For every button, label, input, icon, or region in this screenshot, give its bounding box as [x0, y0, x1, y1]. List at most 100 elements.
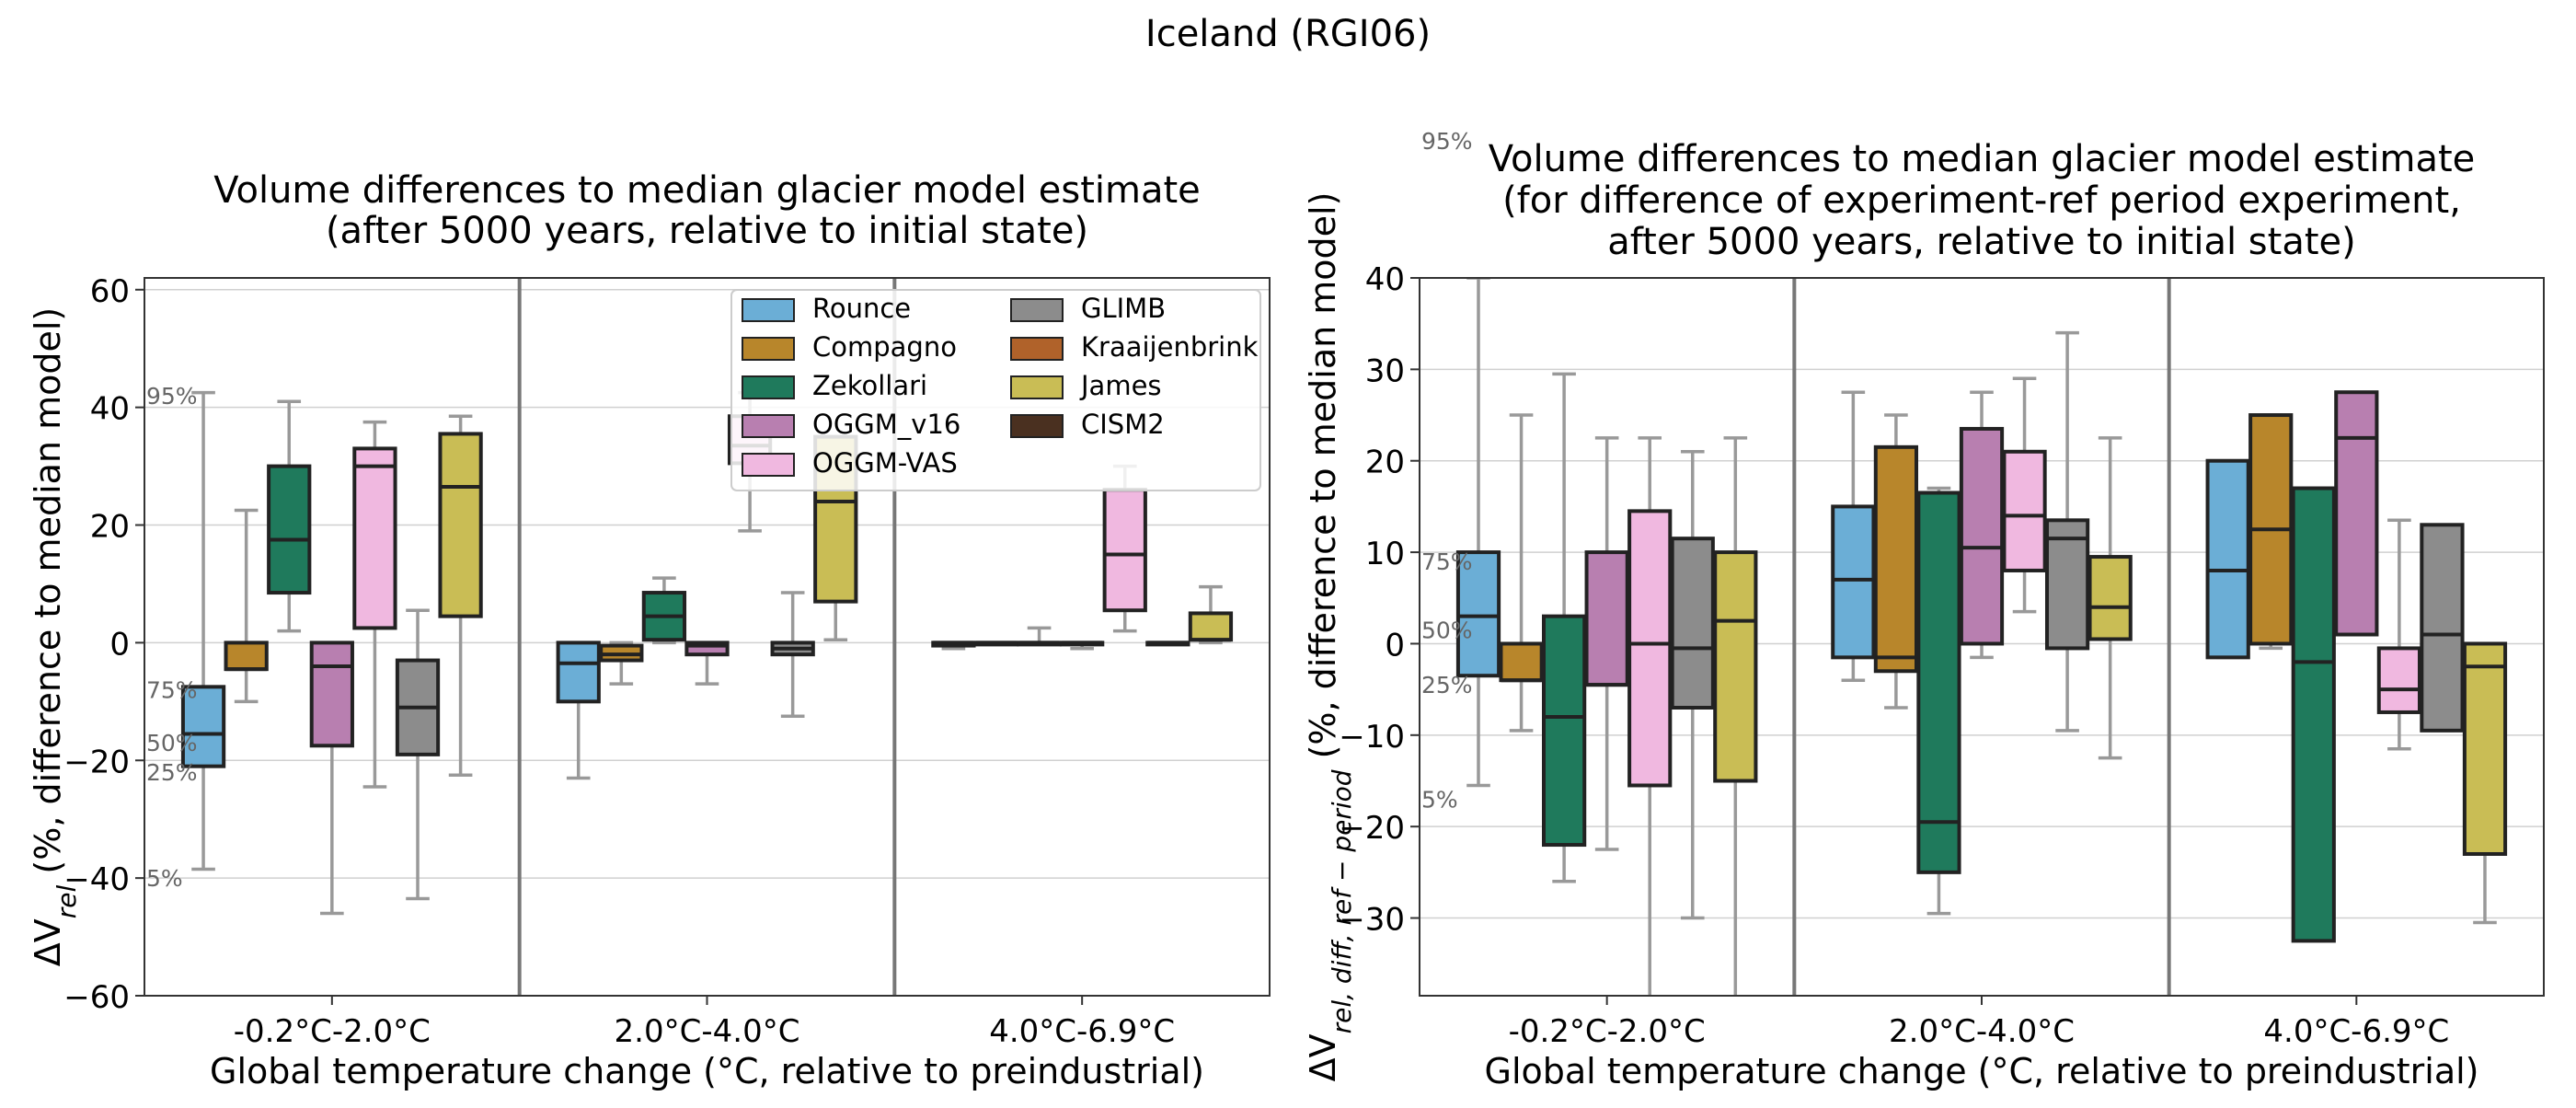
legend-swatch — [742, 453, 795, 477]
box-zekollari — [267, 399, 312, 633]
box-iqr — [1455, 550, 1501, 678]
box-glimb — [1670, 450, 1715, 920]
y-tick-label: 40 — [90, 391, 130, 428]
box-iqr — [438, 432, 483, 618]
legend: Rounce Compagno Zekollari OGGM_v16 OGGM-VAS G… — [730, 289, 1261, 491]
box-glimb — [1145, 641, 1190, 647]
x-tick-label: -0.2°C-2.0°C — [234, 1013, 431, 1050]
chart-title-line: (for difference of experiment-ref period… — [1502, 179, 2461, 222]
box-oggm-v16 — [1060, 641, 1105, 651]
y-axis-label: ΔVrel, diff, ref − period (%, difference… — [1303, 192, 1357, 1082]
percentile-label: 25% — [146, 759, 198, 786]
percentile-label: 95% — [1421, 128, 1473, 155]
box-oggm-vas — [2376, 518, 2421, 751]
chart-title-line: Volume differences to median glacier mod… — [213, 169, 1201, 212]
box-oggm-v16 — [1959, 390, 2005, 660]
legend-label: Compagno — [812, 331, 957, 363]
box-oggm-v16 — [1584, 436, 1629, 851]
legend-label: OGGM-VAS — [812, 447, 958, 479]
y-tick-label: −40 — [63, 861, 130, 898]
percentile-label: 50% — [1421, 617, 1473, 644]
legend-label: James — [1079, 370, 1162, 401]
legend-swatch — [742, 298, 795, 322]
box-iqr — [224, 641, 269, 672]
box-iqr — [2205, 458, 2250, 660]
box-james — [1713, 436, 1758, 996]
legend-frame — [730, 289, 1261, 491]
box-glimb — [395, 608, 441, 901]
box-james — [1188, 584, 1234, 645]
box-iqr — [2420, 523, 2465, 733]
box-compagno — [224, 508, 269, 704]
box-iqr — [2291, 486, 2336, 943]
y-tick-label: 30 — [1365, 352, 1405, 389]
box-oggm-vas — [1102, 464, 1147, 633]
box-iqr — [352, 446, 397, 630]
box-oggm-vas — [352, 420, 397, 789]
box-james — [2462, 641, 2508, 925]
box-zekollari — [1916, 486, 1961, 916]
y-tick-label: −20 — [1339, 810, 1405, 847]
legend-label: CISM2 — [1081, 409, 1165, 440]
x-tick-label: 2.0°C-4.0°C — [1889, 1013, 2075, 1050]
box-rounce — [180, 390, 226, 871]
box-iqr — [1627, 509, 1673, 788]
percentile-label: 95% — [146, 383, 198, 410]
legend-label: Zekollari — [812, 370, 927, 401]
box-iqr — [1542, 614, 1587, 848]
legend-label: OGGM_v16 — [812, 409, 960, 440]
box-zekollari — [2291, 486, 2336, 943]
legend-label: Rounce — [812, 293, 911, 324]
figure-suptitle: Iceland (RGI06) — [1145, 13, 1431, 55]
box-iqr — [2334, 390, 2379, 637]
box-iqr — [1188, 611, 1234, 642]
chart-title-line: (after 5000 years, relative to initial s… — [326, 210, 1088, 252]
box-group — [180, 390, 1234, 916]
box-zekollari — [1017, 626, 1062, 647]
box-oggm-v16 — [684, 641, 730, 686]
x-tick-label: 2.0°C-4.0°C — [615, 1013, 800, 1050]
y-tick-label: −10 — [1339, 719, 1405, 756]
box-group — [1455, 278, 2508, 996]
percentile-label: 75% — [146, 677, 198, 704]
box-iqr — [267, 464, 312, 595]
legend-swatch — [742, 337, 795, 361]
y-tick-label: 60 — [90, 273, 130, 310]
y-tick-label: 0 — [1385, 627, 1405, 664]
box-rounce — [1831, 390, 1876, 682]
y-tick-label: 10 — [1365, 536, 1405, 572]
legend-swatch — [1010, 375, 1064, 399]
y-tick-label: 20 — [90, 509, 130, 546]
box-rounce — [2205, 458, 2250, 660]
y-tick-label: −30 — [1339, 902, 1405, 939]
box-iqr — [2002, 449, 2047, 572]
box-compagno — [599, 641, 644, 686]
legend-label: GLIMB — [1081, 293, 1166, 324]
box-oggm-vas — [2002, 376, 2047, 614]
box-iqr — [1584, 550, 1629, 687]
chart-title-line: after 5000 years, relative to initial st… — [1607, 221, 2355, 263]
box-james — [2087, 436, 2133, 760]
legend-swatch — [742, 375, 795, 399]
box-iqr — [1713, 550, 1758, 783]
legend-swatch — [1010, 298, 1064, 322]
percentile-label: 5% — [1421, 786, 1458, 813]
box-iqr — [1916, 491, 1961, 874]
box-compagno — [1499, 413, 1544, 733]
percentile-label: 5% — [146, 865, 183, 892]
box-oggm-v16 — [309, 641, 354, 916]
box-glimb — [2420, 523, 2465, 733]
box-rounce — [556, 641, 601, 780]
box-james — [438, 414, 483, 777]
box-oggm-v16 — [2334, 390, 2379, 637]
legend-swatch — [1010, 337, 1064, 361]
chart-panel-1: −60 −40 −20 0 20 40 60 -0.2°C-2.0°C 2.0°C-4.0°C 4… — [28, 169, 1271, 1091]
percentile-label: 75% — [1421, 548, 1473, 575]
y-axis-label: ΔVrel (%, difference to median model) — [28, 307, 82, 966]
x-axis-label: Global temperature change (°C, relative … — [1485, 1051, 2479, 1091]
y-tick-label: −60 — [63, 979, 130, 1016]
y-tick-label: 40 — [1365, 261, 1405, 298]
chart-panel-2: −30 −20 −10 0 10 20 30 40 -0.2°C-2.0°C 2.0°C-4.0°… — [1303, 128, 2545, 1091]
x-tick-label: 4.0°C-6.9°C — [989, 1013, 1175, 1050]
